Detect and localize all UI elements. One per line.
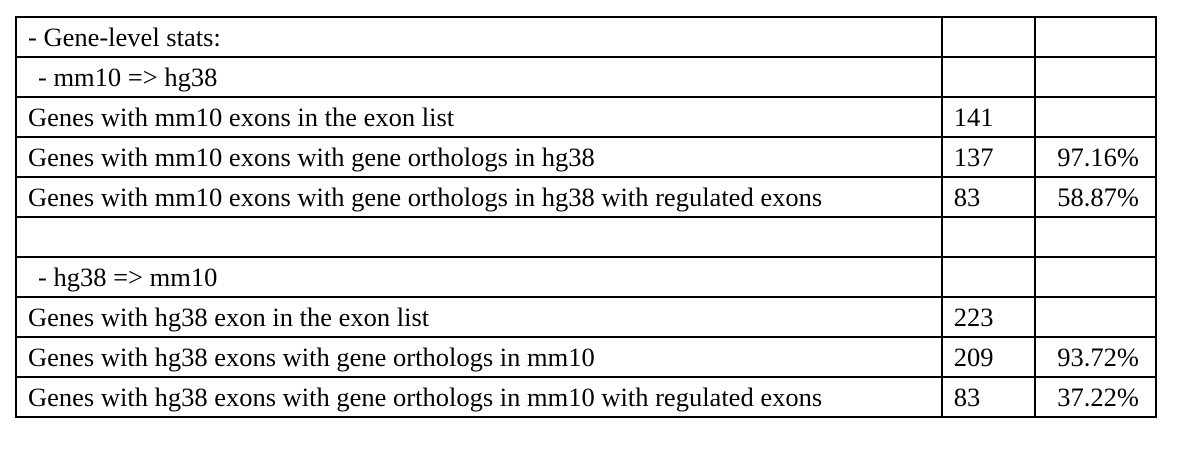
- row-count: 141: [940, 96, 1036, 138]
- table-row: - hg38 => mm10: [15, 256, 1158, 298]
- row-count: 83: [940, 176, 1036, 218]
- row-label: Genes with hg38 exons with gene ortholog…: [15, 336, 943, 378]
- table-row: Genes with mm10 exons with gene ortholog…: [15, 136, 1158, 178]
- table-row: Genes with hg38 exons with gene ortholog…: [15, 376, 1158, 418]
- row-percent: 97.16%: [1033, 136, 1158, 178]
- table-row: Genes with mm10 exons with gene ortholog…: [15, 176, 1158, 218]
- row-label: - Gene-level stats:: [15, 16, 943, 58]
- row-label: Genes with mm10 exons with gene ortholog…: [15, 136, 943, 178]
- row-label: - mm10 => hg38: [15, 56, 943, 98]
- row-count: 209: [940, 336, 1036, 378]
- row-count: 83: [940, 376, 1036, 418]
- row-count: [940, 16, 1036, 58]
- row-percent: 37.22%: [1033, 376, 1158, 418]
- row-percent: [1033, 256, 1158, 298]
- row-count: [940, 56, 1036, 98]
- row-percent: [1033, 216, 1158, 258]
- row-count: 137: [940, 136, 1036, 178]
- row-percent: [1033, 96, 1158, 138]
- row-count: [940, 256, 1036, 298]
- gene-stats-table: - Gene-level stats: - mm10 => hg38 Genes…: [15, 16, 1158, 418]
- row-label: Genes with mm10 exons with gene ortholog…: [15, 176, 943, 218]
- row-label: Genes with hg38 exons with gene ortholog…: [15, 376, 943, 418]
- gene-stats-table-body: - Gene-level stats: - mm10 => hg38 Genes…: [15, 16, 1158, 418]
- row-label: [15, 216, 943, 258]
- row-percent: [1033, 16, 1158, 58]
- table-row: - Gene-level stats:: [15, 16, 1158, 58]
- row-count: [940, 216, 1036, 258]
- row-percent: 58.87%: [1033, 176, 1158, 218]
- table-row: Genes with hg38 exon in the exon list 22…: [15, 296, 1158, 338]
- row-label: Genes with hg38 exon in the exon list: [15, 296, 943, 338]
- table-row: Genes with mm10 exons in the exon list 1…: [15, 96, 1158, 138]
- table-row: [15, 216, 1158, 258]
- row-label: - hg38 => mm10: [15, 256, 943, 298]
- row-percent: [1033, 56, 1158, 98]
- table-row: - mm10 => hg38: [15, 56, 1158, 98]
- table-row: Genes with hg38 exons with gene ortholog…: [15, 336, 1158, 378]
- row-count: 223: [940, 296, 1036, 338]
- row-label: Genes with mm10 exons in the exon list: [15, 96, 943, 138]
- row-percent: [1033, 296, 1158, 338]
- row-percent: 93.72%: [1033, 336, 1158, 378]
